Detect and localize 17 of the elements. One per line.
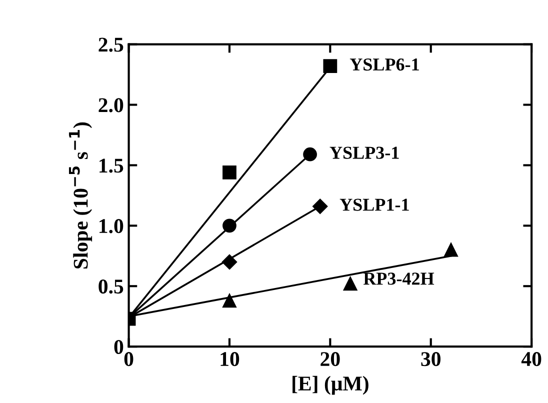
y-tick-label: 0 <box>114 340 124 354</box>
y-tick-label: 1.0 <box>100 219 124 234</box>
y-tick-label: 2.5 <box>98 38 124 52</box>
y-tick-label: 2.0 <box>98 98 124 112</box>
x-tick-label: 10 <box>220 352 240 366</box>
x-tick-label: 40 <box>521 352 542 366</box>
x-tick-label: 0 <box>124 352 134 366</box>
series-label: RP3-42H <box>363 272 434 285</box>
legend-label: YSLP6-1 <box>350 58 419 71</box>
series-label: YSLP1-1 <box>340 198 409 211</box>
x-axis-title: [E] (μM) <box>292 376 368 395</box>
y-tick-label: 0.5 <box>98 280 124 294</box>
x-tick-label: 30 <box>421 352 440 366</box>
x-tick-label: 20 <box>320 352 340 366</box>
y-tick-label: 1.5 <box>100 158 124 173</box>
y-axis-title: Slope (10$^{−5}$ s$^{−1}$) <box>68 122 92 269</box>
series-label: YSLP3-1 <box>330 146 399 159</box>
